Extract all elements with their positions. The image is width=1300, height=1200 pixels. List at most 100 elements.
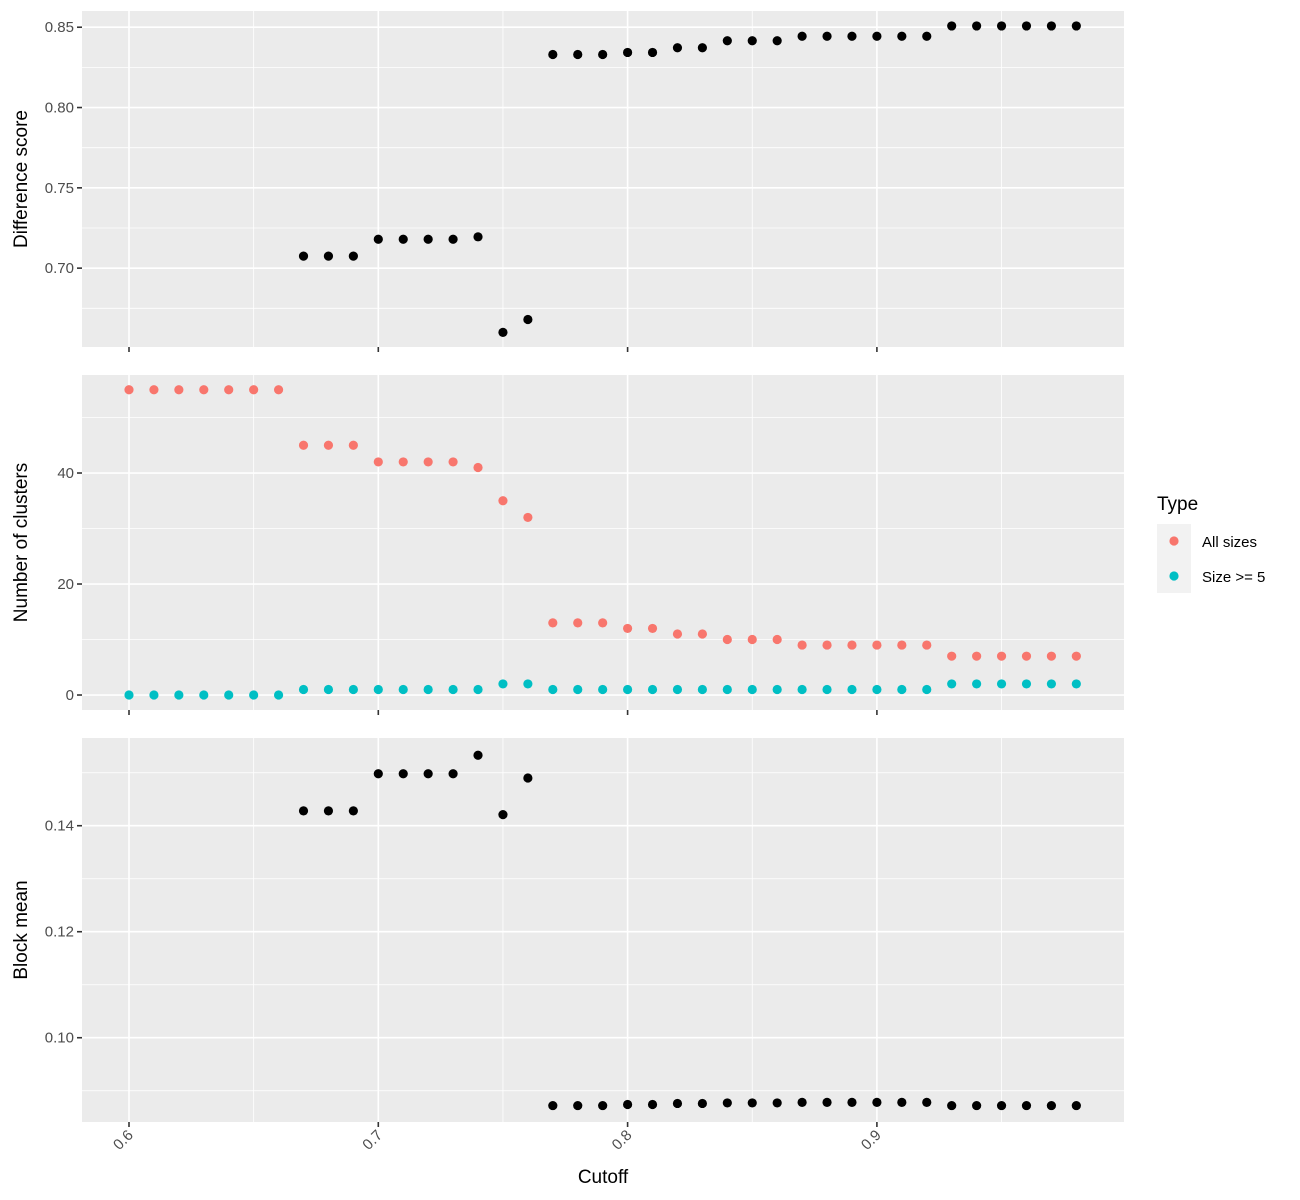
data-point bbox=[348, 440, 358, 450]
data-point bbox=[772, 634, 782, 645]
data-point bbox=[373, 457, 383, 467]
data-point bbox=[722, 684, 732, 695]
data-point bbox=[1021, 21, 1032, 31]
data-point bbox=[623, 684, 633, 695]
data-point bbox=[872, 640, 882, 650]
y-tick-label: 0.14 bbox=[45, 818, 74, 835]
data-point bbox=[398, 684, 408, 695]
data-point bbox=[797, 640, 807, 650]
data-point bbox=[647, 1099, 658, 1110]
data-point bbox=[598, 49, 608, 60]
data-point bbox=[124, 690, 134, 700]
data-point bbox=[298, 806, 309, 816]
data-point bbox=[373, 234, 383, 244]
data-point bbox=[797, 31, 807, 41]
y-tick-label: 0 bbox=[66, 687, 74, 704]
data-point bbox=[722, 36, 732, 46]
data-point bbox=[398, 457, 408, 467]
y-tick-label: 40 bbox=[57, 465, 74, 482]
data-point bbox=[273, 385, 284, 395]
data-point bbox=[897, 640, 907, 650]
data-point bbox=[224, 690, 234, 700]
data-point bbox=[199, 690, 209, 700]
data-point bbox=[573, 618, 583, 628]
data-point bbox=[348, 806, 358, 816]
x-tick-label: 0.8 bbox=[609, 1127, 636, 1154]
data-point bbox=[822, 1097, 832, 1107]
data-point bbox=[323, 440, 334, 450]
data-point bbox=[897, 31, 907, 41]
data-point bbox=[772, 1098, 782, 1108]
data-point bbox=[972, 651, 982, 661]
data-point bbox=[847, 684, 857, 695]
data-point bbox=[448, 684, 458, 695]
data-point bbox=[398, 769, 408, 779]
data-point bbox=[647, 684, 658, 695]
data-point bbox=[996, 1100, 1007, 1111]
data-point bbox=[697, 1098, 707, 1109]
x-axis-title: Cutoff bbox=[578, 1167, 629, 1188]
data-point bbox=[598, 684, 608, 695]
data-point bbox=[972, 1100, 982, 1111]
data-point bbox=[947, 1100, 957, 1111]
data-point bbox=[947, 651, 957, 661]
legend-label: All sizes bbox=[1202, 534, 1257, 551]
data-point bbox=[423, 684, 433, 695]
data-point bbox=[996, 21, 1007, 31]
data-point bbox=[174, 690, 184, 700]
data-point bbox=[872, 1097, 882, 1107]
panel-2: 0 20 40 Number of clusters bbox=[11, 375, 1124, 715]
data-point bbox=[323, 806, 334, 816]
panel-background bbox=[82, 11, 1124, 347]
panel-background bbox=[82, 375, 1124, 710]
data-point bbox=[922, 31, 932, 41]
data-point bbox=[1046, 651, 1057, 661]
data-point bbox=[1071, 651, 1081, 661]
data-point bbox=[623, 1099, 633, 1110]
data-point bbox=[1046, 679, 1057, 689]
data-point bbox=[523, 314, 533, 325]
data-point bbox=[323, 684, 334, 695]
data-point bbox=[672, 629, 683, 639]
data-point bbox=[847, 1097, 857, 1107]
series-block-mean bbox=[298, 750, 1081, 1111]
y-tick-label: 20 bbox=[57, 576, 74, 593]
data-point bbox=[1021, 651, 1032, 661]
data-point bbox=[448, 234, 458, 244]
data-point bbox=[548, 1100, 558, 1111]
data-point bbox=[473, 462, 483, 473]
y-tick-label: 0.80 bbox=[45, 100, 74, 117]
data-point bbox=[872, 31, 882, 41]
data-point bbox=[697, 43, 707, 53]
data-point bbox=[598, 618, 608, 628]
data-point bbox=[473, 684, 483, 695]
legend: Type All sizes Size >= 5 bbox=[1157, 494, 1265, 593]
data-point bbox=[722, 634, 732, 645]
legend-entry: All sizes bbox=[1169, 534, 1257, 551]
data-point bbox=[847, 640, 857, 650]
data-point bbox=[348, 684, 358, 695]
data-point bbox=[697, 684, 707, 695]
data-point bbox=[249, 690, 259, 700]
legend-entries: All sizes Size >= 5 bbox=[1169, 534, 1265, 586]
data-point bbox=[523, 773, 533, 783]
y-tick-label: 0.70 bbox=[45, 260, 74, 277]
data-point bbox=[797, 684, 807, 695]
data-point bbox=[598, 1100, 608, 1111]
data-point bbox=[473, 750, 483, 760]
data-point bbox=[548, 618, 558, 628]
x-tick-label: 0.6 bbox=[110, 1127, 137, 1154]
data-point bbox=[747, 684, 757, 695]
data-point bbox=[822, 31, 832, 41]
data-point bbox=[548, 684, 558, 695]
legend-key-background bbox=[1157, 524, 1191, 593]
panels: 0.70 0.75 0.80 0.85 Difference score 0 20 40 Num… bbox=[11, 11, 1124, 1127]
data-point bbox=[897, 684, 907, 695]
data-point bbox=[996, 651, 1007, 661]
data-point bbox=[1071, 1100, 1081, 1111]
data-point bbox=[498, 496, 508, 506]
data-point bbox=[523, 679, 533, 689]
data-point bbox=[498, 679, 508, 689]
data-point bbox=[1046, 21, 1057, 31]
y-axis-title: Number of clusters bbox=[11, 463, 32, 622]
